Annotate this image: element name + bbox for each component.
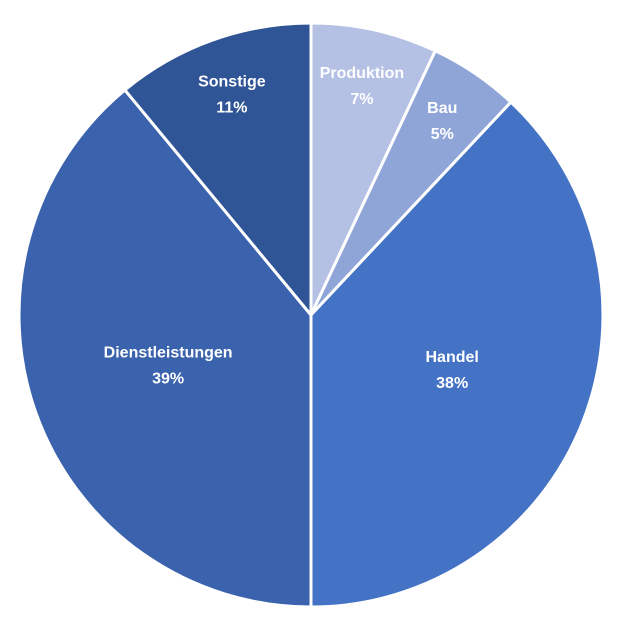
slice-label: Handel (426, 349, 479, 366)
slice-value-label: 7% (350, 91, 373, 108)
slice-value-label: 11% (216, 99, 247, 116)
slice-value-label: 38% (436, 375, 468, 392)
slice-label: Bau (427, 100, 457, 117)
pie-slice (17, 87, 313, 609)
slice-value-label: 5% (431, 126, 454, 143)
slice-label: Sonstige (198, 73, 266, 90)
slice-label: Dienstleistungen (104, 345, 233, 362)
pie-slice (309, 100, 605, 609)
pie-slice (122, 21, 313, 320)
slice-value-label: 39% (152, 371, 184, 388)
slice-label: Produktion (320, 65, 404, 82)
pie-slice (309, 21, 438, 316)
